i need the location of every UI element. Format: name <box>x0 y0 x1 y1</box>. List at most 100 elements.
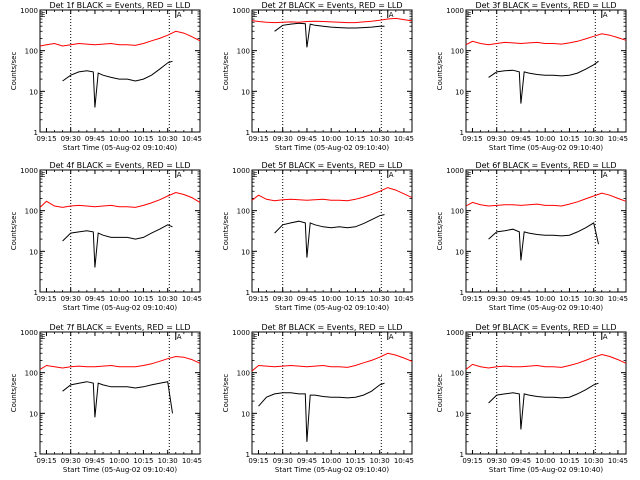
x-tick-label: 10:15 <box>133 135 153 143</box>
marker-label-a: A <box>177 333 182 341</box>
lld-series-line <box>39 30 201 47</box>
x-tick-label: 10:45 <box>182 295 202 303</box>
events-series-line <box>62 381 173 418</box>
x-tick-label: 10:30 <box>584 457 604 465</box>
marker-label-a: A <box>603 171 608 179</box>
x-tick-label: 09:15 <box>36 295 56 303</box>
x-tick-label: 09:30 <box>273 457 293 465</box>
x-axis-label: Start Time (05-Aug-02 09:10:40) <box>63 466 177 474</box>
lld-series-line <box>39 191 201 208</box>
x-axis-label: Start Time (05-Aug-02 09:10:40) <box>489 144 603 152</box>
x-tick-label: 10:30 <box>370 457 390 465</box>
x-axis-label: Start Time (05-Aug-02 09:10:40) <box>275 466 389 474</box>
marker-label-a: A <box>177 11 182 19</box>
x-tick-label: 09:30 <box>487 457 507 465</box>
x-tick-label: 09:15 <box>36 457 56 465</box>
y-tick-label: 1000 <box>232 167 250 175</box>
x-tick-label: 09:45 <box>511 457 531 465</box>
x-tick-label: 10:00 <box>109 135 129 143</box>
y-tick-label: 10 <box>29 88 38 96</box>
y-tick-label: 100 <box>451 370 464 378</box>
plot-frame <box>39 9 201 133</box>
x-tick-label: 10:30 <box>158 295 178 303</box>
y-tick-label: 10 <box>455 410 464 418</box>
panel-det-1: Det 1f BLACK = Events, RED = LLD 1 10 100 10… <box>10 1 202 152</box>
y-tick-label: 10 <box>241 88 250 96</box>
x-tick-label: 09:15 <box>462 457 482 465</box>
x-tick-label: 09:30 <box>487 135 507 143</box>
x-tick-label: 09:45 <box>85 135 105 143</box>
x-axis-label: Start Time (05-Aug-02 09:10:40) <box>275 144 389 152</box>
y-tick-label: 100 <box>451 208 464 216</box>
x-tick-label: 09:15 <box>248 457 268 465</box>
x-tick-label: 10:15 <box>345 295 365 303</box>
panel-det-5: Det 5f BLACK = Events, RED = LLD 1 10 100 10… <box>222 161 414 312</box>
panel-det-4: Det 4f BLACK = Events, RED = LLD 1 10 100 10… <box>10 161 202 312</box>
x-tick-label: 10:30 <box>584 135 604 143</box>
y-tick-label: 1 <box>246 451 250 459</box>
y-tick-label: 1000 <box>20 167 38 175</box>
marker-label-e: E <box>253 333 257 341</box>
y-tick-label: 1000 <box>232 7 250 15</box>
plot-frame <box>39 331 201 455</box>
x-tick-label: 10:00 <box>321 457 341 465</box>
panel-det-9: Det 9f BLACK = Events, RED = LLD 1 10 100 10… <box>436 323 628 474</box>
y-axis-label: Counts/sec <box>222 52 230 91</box>
x-tick-label: 10:45 <box>182 457 202 465</box>
panel-title: Det 6f BLACK = Events, RED = LLD <box>475 161 616 170</box>
lld-series-line <box>251 17 413 24</box>
events-series-line <box>62 60 173 108</box>
plot-frame <box>465 331 627 455</box>
x-tick-label: 10:45 <box>394 135 414 143</box>
y-tick-label: 1 <box>34 451 38 459</box>
marker-label-a: A <box>389 171 394 179</box>
y-tick-label: 1 <box>34 289 38 297</box>
x-tick-label: 10:15 <box>559 457 579 465</box>
y-tick-label: 1 <box>460 451 464 459</box>
x-tick-label: 10:45 <box>394 295 414 303</box>
events-series-line <box>258 382 385 442</box>
x-tick-label: 10:00 <box>535 135 555 143</box>
x-tick-label: 09:45 <box>297 135 317 143</box>
y-axis-label: Counts/sec <box>436 52 444 91</box>
panel-title: Det 4f BLACK = Events, RED = LLD <box>49 161 190 170</box>
plot-frame <box>251 9 413 133</box>
x-tick-label: 10:30 <box>158 457 178 465</box>
y-tick-label: 100 <box>25 48 38 56</box>
marker-label-a: A <box>603 11 608 19</box>
panel-det-7: Det 7f BLACK = Events, RED = LLD 1 10 100 10… <box>10 323 202 474</box>
events-series-line <box>274 22 385 48</box>
x-tick-label: 10:00 <box>535 295 555 303</box>
lld-series-line <box>465 353 627 370</box>
x-tick-label: 10:45 <box>608 295 628 303</box>
y-tick-label: 10 <box>241 248 250 256</box>
x-tick-label: 10:45 <box>608 457 628 465</box>
y-tick-label: 1000 <box>20 7 38 15</box>
marker-label-e: E <box>253 171 257 179</box>
x-tick-label: 10:00 <box>109 295 129 303</box>
x-tick-label: 10:45 <box>182 135 202 143</box>
marker-label-e: E <box>253 11 257 19</box>
x-tick-label: 10:00 <box>321 135 341 143</box>
x-tick-label: 09:15 <box>248 295 268 303</box>
y-axis-label: Counts/sec <box>436 374 444 413</box>
panel-title: Det 8f BLACK = Events, RED = LLD <box>261 323 402 332</box>
y-tick-label: 10 <box>241 410 250 418</box>
x-tick-label: 10:15 <box>559 295 579 303</box>
events-series-line <box>62 224 173 268</box>
x-tick-label: 10:00 <box>109 457 129 465</box>
y-tick-label: 100 <box>451 48 464 56</box>
x-tick-label: 09:45 <box>85 457 105 465</box>
x-axis-label: Start Time (05-Aug-02 09:10:40) <box>63 144 177 152</box>
plot-frame <box>39 169 201 293</box>
y-tick-label: 1000 <box>232 329 250 337</box>
panel-title: Det 3f BLACK = Events, RED = LLD <box>475 1 616 10</box>
panel-title: Det 9f BLACK = Events, RED = LLD <box>475 323 616 332</box>
y-tick-label: 100 <box>25 208 38 216</box>
events-series-line <box>488 60 599 104</box>
panel-title: Det 5f BLACK = Events, RED = LLD <box>261 161 402 170</box>
panel-det-2: Det 2f BLACK = Events, RED = LLD 1 10 100 10… <box>222 1 414 152</box>
x-tick-label: 09:45 <box>297 457 317 465</box>
y-tick-label: 100 <box>237 48 250 56</box>
